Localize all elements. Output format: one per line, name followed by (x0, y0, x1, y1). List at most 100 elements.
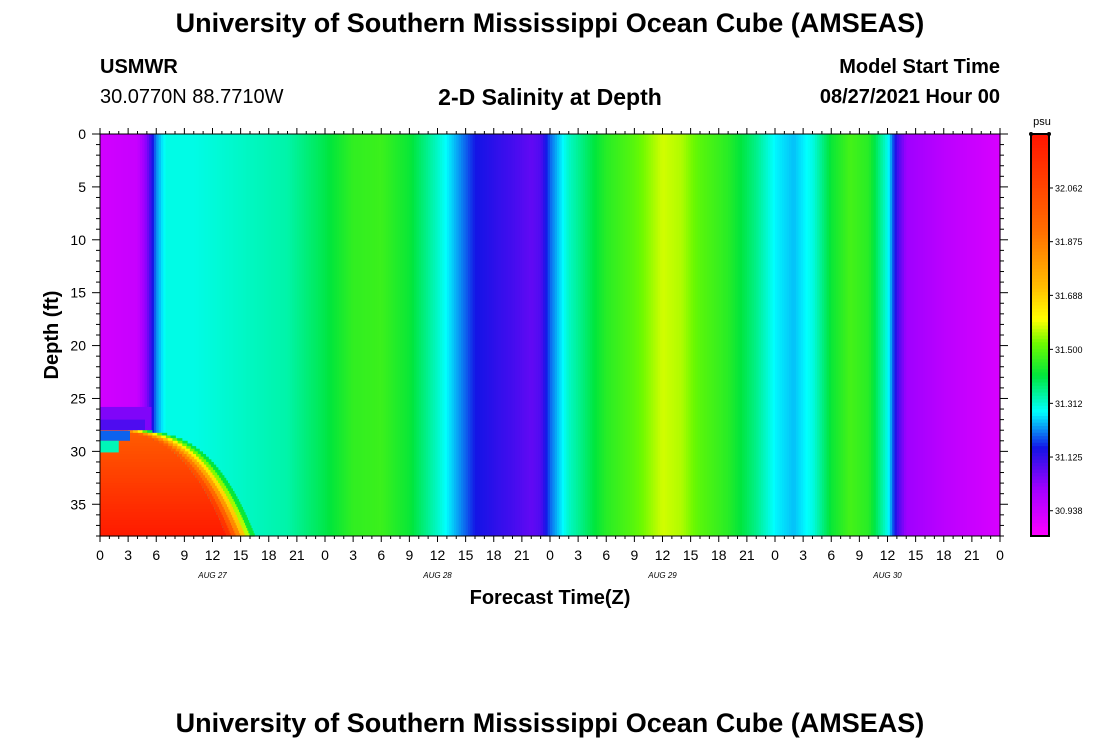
heat-column (235, 134, 239, 536)
anomaly-edge (230, 512, 237, 516)
heat-column (960, 134, 964, 536)
anomaly-edge (212, 472, 218, 476)
anomaly-core (100, 488, 205, 492)
anomaly-edge (210, 498, 216, 503)
colorbar-segment (1031, 381, 1049, 386)
heat-column (170, 134, 174, 536)
anomaly-edge (215, 509, 221, 513)
heat-column (571, 134, 575, 536)
colorbar-segment (1031, 157, 1049, 162)
heat-column (137, 134, 141, 536)
heat-column (346, 134, 350, 536)
anomaly-edge (172, 438, 178, 442)
anomaly-edge (163, 443, 169, 447)
heat-column (634, 134, 638, 536)
colorbar-frame (1030, 133, 1050, 537)
colorbar-segment (1031, 234, 1049, 239)
heat-column (887, 134, 891, 536)
heat-column (725, 134, 729, 536)
anomaly-edge (199, 461, 205, 466)
heat-column (430, 134, 434, 536)
anomaly-edge (203, 467, 210, 471)
colorbar-segment (1031, 261, 1049, 266)
anomaly-edge (227, 514, 233, 519)
anomaly-edge (218, 480, 224, 484)
colorbar-segment (1031, 224, 1049, 229)
anomaly-edge (203, 456, 209, 460)
anomaly-edge (220, 520, 226, 524)
colorbar-segment (1031, 335, 1049, 339)
heat-column (250, 134, 253, 536)
anomaly-edge (216, 485, 223, 489)
anomaly-core (100, 528, 224, 532)
anomaly-edge (173, 440, 179, 445)
fresh-layer (100, 419, 145, 431)
anomaly-edge (158, 438, 164, 442)
anomaly-edge (181, 454, 188, 458)
heat-column (723, 134, 727, 536)
heat-column (573, 134, 577, 536)
heat-column (463, 134, 467, 536)
anomaly-core (100, 459, 183, 463)
anomaly-edge (241, 525, 247, 529)
colorbar-segment (1031, 237, 1049, 242)
heat-column (498, 134, 502, 536)
heat-column (625, 134, 628, 536)
heat-column (995, 134, 999, 536)
heat-column (458, 134, 462, 536)
heat-column (203, 134, 207, 536)
colorbar-segment (1031, 492, 1049, 497)
heat-column (678, 134, 682, 536)
heat-column (606, 134, 610, 536)
colorbar-segment (1031, 345, 1049, 349)
colorbar-segment (1031, 502, 1049, 507)
heat-column (557, 134, 560, 536)
heat-column (700, 134, 703, 536)
anomaly-edge (177, 438, 183, 442)
anomaly-edge (243, 520, 250, 524)
anomaly-edge (171, 448, 177, 452)
heat-column (608, 134, 612, 536)
heat-column (507, 134, 511, 536)
anomaly-core (100, 443, 164, 447)
heat-column (451, 134, 455, 536)
heat-column (467, 134, 471, 536)
anomaly-edge (201, 483, 207, 487)
x-tick-label: 21 (289, 547, 305, 563)
heat-column (971, 134, 975, 536)
heat-column (662, 134, 666, 536)
heat-column (317, 134, 321, 536)
anomaly-core (100, 469, 192, 474)
heat-column (760, 134, 764, 536)
colorbar-segment (1031, 522, 1049, 527)
heat-column (847, 134, 851, 536)
anomaly-edge (230, 493, 237, 497)
anomaly-edge (239, 520, 245, 524)
colorbar-segment (1031, 525, 1049, 530)
anomaly-edge (230, 501, 236, 505)
heat-column (109, 134, 113, 536)
heat-column (875, 134, 879, 536)
colorbar-segment (1031, 355, 1049, 360)
heat-column (118, 134, 122, 536)
colorbar-segment (1031, 190, 1049, 195)
anomaly-edge (208, 480, 214, 484)
colorbar-segment (1031, 311, 1049, 316)
x-tick-label: 3 (349, 547, 357, 563)
heat-column (828, 134, 832, 536)
heat-column (800, 134, 804, 536)
heat-column (400, 134, 403, 536)
heat-column (357, 134, 361, 536)
anomaly-edge (220, 509, 226, 513)
anomaly-edge (229, 520, 236, 524)
anomaly-edge (224, 498, 230, 503)
x-tick-label: 6 (827, 547, 835, 563)
colorbar-segment (1031, 328, 1049, 333)
anomaly-edge (185, 448, 191, 452)
colorbar-segment (1031, 298, 1049, 303)
x-tick-label: 6 (152, 547, 160, 563)
anomaly-edge (242, 517, 249, 521)
heat-column (913, 134, 917, 536)
x-tick-label: 3 (799, 547, 807, 563)
anomaly-edge (177, 440, 183, 445)
